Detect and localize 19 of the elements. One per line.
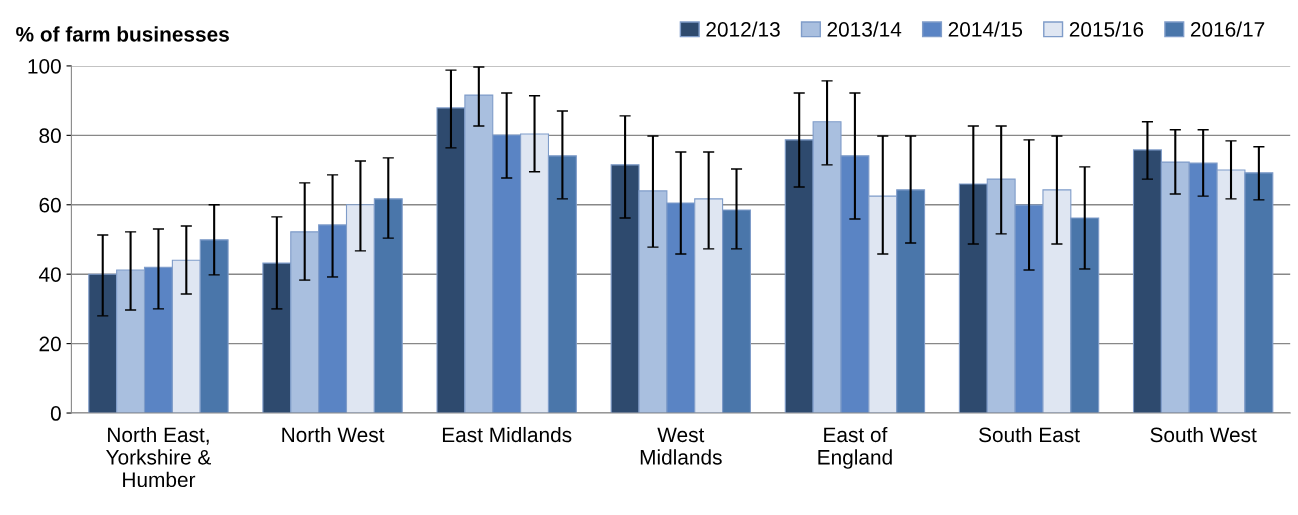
y-tick-label: 80	[39, 128, 61, 144]
legend-label: 2016/17	[1190, 21, 1265, 37]
y-tick-label: 100	[28, 58, 61, 74]
legend-label: 2012/13	[706, 21, 780, 37]
x-tick-label: West Midlands	[640, 427, 722, 465]
x-tick-label: North East, Yorkshire & Humber	[106, 426, 212, 488]
x-tick-label: South East	[979, 426, 1080, 443]
legend-label: 2014/15	[948, 21, 1023, 37]
y-axis-title: % of farm businesses	[16, 26, 229, 42]
legend-label: 2015/16	[1069, 21, 1144, 37]
y-tick-label: 40	[38, 267, 61, 282]
y-tick-label: 0	[50, 406, 61, 421]
y-tick-label: 60	[39, 197, 61, 213]
x-tick-label: South West	[1150, 426, 1257, 443]
x-tick-label: North West	[282, 426, 385, 443]
x-tick-label: East Midlands	[442, 426, 572, 443]
legend-label: 2013/14	[827, 21, 902, 37]
x-tick-label: East of England	[818, 426, 892, 469]
y-tick-label: 20	[39, 336, 61, 352]
